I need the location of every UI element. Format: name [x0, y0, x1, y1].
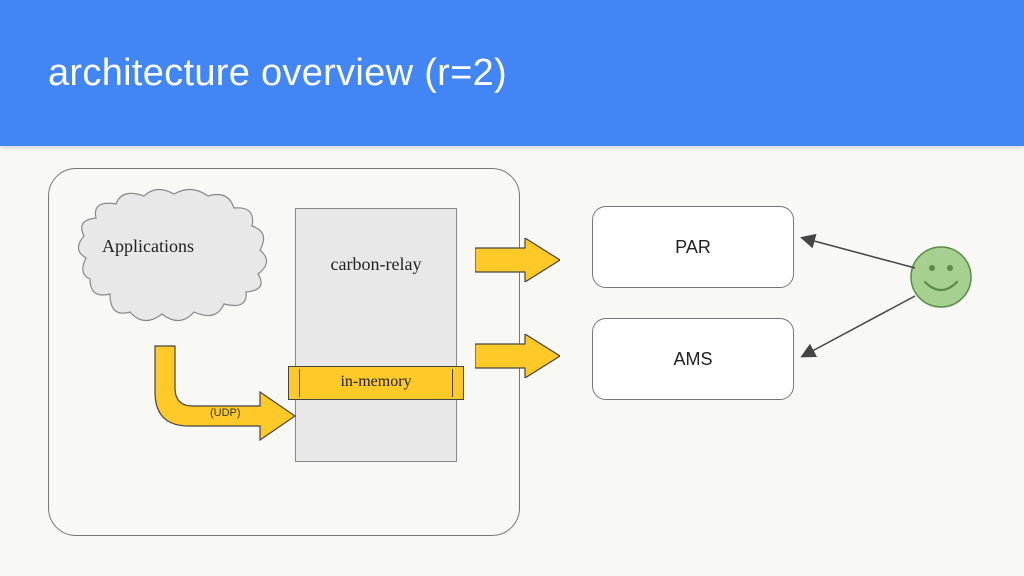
ams-label: AMS	[673, 349, 712, 370]
par-label: PAR	[675, 237, 711, 258]
ams-box: AMS	[592, 318, 794, 400]
user-arrows-icon	[795, 218, 935, 378]
in-memory-label: in-memory	[289, 373, 463, 391]
arrow-to-par-icon	[475, 238, 560, 282]
applications-label: Applications	[102, 236, 194, 257]
diagram-canvas: Applications carbon-relay in-memory (UDP…	[0, 146, 1024, 576]
udp-arrow-icon	[145, 336, 305, 466]
carbon-relay-box: carbon-relay in-memory	[295, 208, 457, 462]
in-memory-chip: in-memory	[288, 366, 464, 400]
arrow-to-ams-icon	[475, 334, 560, 378]
title-bar: architecture overview (r=2)	[0, 0, 1024, 146]
page-title: architecture overview (r=2)	[48, 52, 507, 95]
carbon-relay-label: carbon-relay	[296, 254, 456, 275]
applications-cloud-icon	[70, 184, 270, 334]
udp-label: (UDP)	[210, 407, 241, 419]
par-box: PAR	[592, 206, 794, 288]
